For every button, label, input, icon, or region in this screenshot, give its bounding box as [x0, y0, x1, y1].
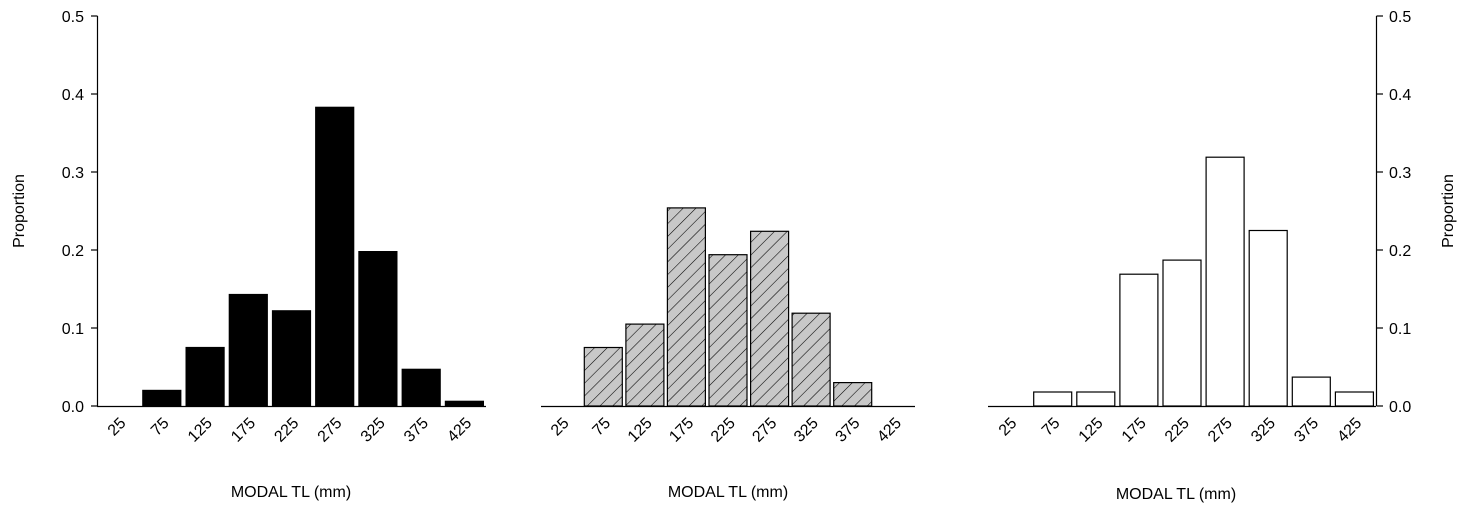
panel-1-y-axis: 0.0 0.1 0.2 0.3 0.4 0.5 [62, 9, 99, 416]
x-tick-label-125: 125 [625, 415, 656, 446]
x-tick-label-175: 175 [666, 415, 697, 446]
bar-175 [666, 207, 707, 407]
x-tick-label-375: 375 [833, 415, 864, 446]
x-tick-label-225: 225 [708, 415, 739, 446]
panel-2: 25 75 125 175 225 275 325 375 425 MODAL TL (mm) [541, 207, 915, 501]
panel-3: 25 75 125 175 225 275 325 375 425 0.00.10.20.30.… [988, 9, 1457, 503]
panel-2-x-axis-title: MODAL TL (mm) [668, 484, 788, 501]
bar-325 [358, 251, 398, 407]
panel-2-x-axis: 25 75 125 175 225 275 325 375 425 [541, 405, 915, 446]
panel-3-x-axis-title: MODAL TL (mm) [1116, 486, 1236, 503]
bar-375 [401, 368, 441, 407]
bar-275 [315, 106, 355, 407]
x-tick-label-325: 325 [358, 415, 389, 446]
panel-1-y-axis-title: Proportion [11, 174, 28, 248]
x-tick-label-425: 425 [1334, 415, 1365, 446]
panel-3-x-axis: 25 75 125 175 225 275 325 375 425 [988, 405, 1376, 446]
bar-125 [625, 323, 665, 407]
bar-325 [1248, 229, 1288, 407]
x-tick-label-275: 275 [315, 415, 346, 446]
bar-175 [1119, 273, 1159, 407]
bar-375 [1291, 376, 1331, 407]
x-tick-label-125: 125 [185, 415, 216, 446]
x-tick-label-375: 375 [1291, 415, 1322, 446]
panel-1-bars [142, 106, 484, 407]
y-tick-label-0.4: 0.4 [1389, 87, 1411, 104]
bar-125 [185, 346, 225, 407]
panel-1-x-axis: 25 75 125 175 225 275 325 375 425 [97, 405, 486, 446]
y-tick-label-0.1: 0.1 [62, 321, 84, 338]
y-tick-label-0.4: 0.4 [62, 87, 84, 104]
bar-225 [708, 254, 748, 407]
y-tick-label-0.5: 0.5 [1389, 9, 1411, 26]
x-tick-label-425: 425 [444, 415, 475, 446]
y-tick-label-0.0: 0.0 [1389, 399, 1411, 416]
bar-425 [1334, 391, 1375, 407]
x-tick-label-425: 425 [874, 415, 905, 446]
panel-3-y-axis-title: Proportion [1440, 174, 1457, 248]
x-tick-label-275: 275 [1205, 415, 1236, 446]
bar-425 [444, 400, 484, 407]
panel-3-y-axis: 0.0 0.1 0.2 0.3 0.4 0.5 [1375, 9, 1411, 416]
y-tick-label-0.0: 0.0 [62, 399, 84, 416]
x-tick-label-75: 75 [148, 415, 173, 440]
y-tick-label-0.5: 0.5 [62, 9, 84, 26]
x-tick-label-75: 75 [1039, 415, 1064, 440]
y-tick-label-0.3: 0.3 [62, 165, 84, 182]
bar-225 [1162, 259, 1202, 407]
x-tick-label-75: 75 [590, 415, 615, 440]
bar-175 [228, 293, 268, 407]
x-tick-label-375: 375 [401, 415, 432, 446]
y-tick-label-0.3: 0.3 [1389, 165, 1411, 182]
bar-225 [271, 310, 312, 407]
y-tick-label-0.2: 0.2 [62, 243, 84, 260]
y-tick-label-0.1: 0.1 [1389, 321, 1411, 338]
x-tick-label-25: 25 [548, 415, 573, 440]
x-tick-label-275: 275 [749, 415, 780, 446]
x-tick-label-175: 175 [228, 415, 259, 446]
bar-275 [1205, 156, 1245, 407]
x-tick-label-25: 25 [996, 415, 1021, 440]
bar-75 [583, 346, 623, 407]
panel-1-x-axis-title: MODAL TL (mm) [231, 484, 351, 501]
bar-75 [142, 389, 182, 407]
x-tick-label-225: 225 [271, 415, 302, 446]
x-tick-label-325: 325 [1248, 415, 1279, 446]
x-tick-label-175: 175 [1119, 415, 1150, 446]
bar-375 [833, 382, 873, 407]
bar-275 [749, 230, 790, 407]
x-tick-label-25: 25 [105, 415, 130, 440]
bar-125 [1076, 391, 1116, 407]
bar-325 [791, 312, 831, 407]
panel-2-bars [583, 207, 873, 407]
panel-3-bars [1033, 156, 1375, 407]
bar-75 [1033, 391, 1073, 407]
x-tick-label-125: 125 [1076, 415, 1107, 446]
x-tick-label-325: 325 [791, 415, 822, 446]
y-tick-label-0.2: 0.2 [1389, 243, 1411, 260]
x-tick-label-225: 225 [1162, 415, 1193, 446]
panel-1: 25 75 125 175 225 275 325 375 425 0.00.10.20.30.… [11, 9, 486, 501]
